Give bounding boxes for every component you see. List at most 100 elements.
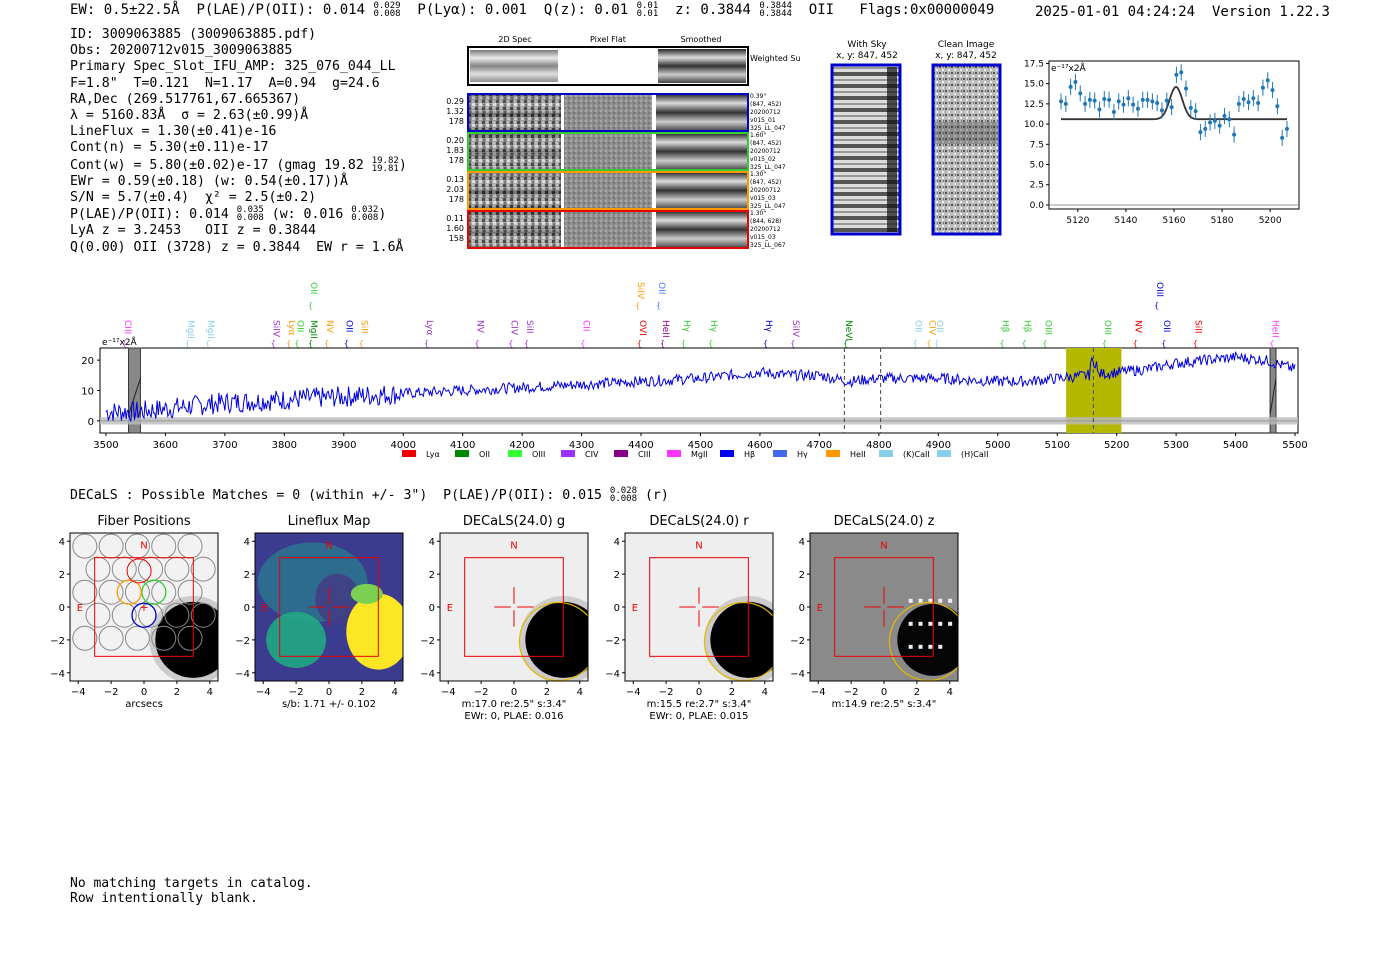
legend-swatch bbox=[561, 450, 575, 457]
zoom-data-point bbox=[1251, 96, 1256, 101]
fiber-circle bbox=[190, 556, 216, 582]
legend-label: HeII bbox=[850, 450, 866, 459]
line-marker-label: OVI bbox=[637, 320, 647, 336]
panel-ytick-label: 2 bbox=[59, 570, 65, 581]
line-marker-label: OII bbox=[344, 320, 354, 332]
zoom-data-point bbox=[1059, 99, 1064, 104]
zoom-xtick-label: 5120 bbox=[1066, 216, 1089, 226]
zoom-data-point bbox=[1208, 120, 1213, 125]
full-xtick-label: 4100 bbox=[450, 440, 475, 451]
panel-ytick-label: 2 bbox=[244, 570, 250, 581]
zoom-ytick-label: 10.0 bbox=[1024, 120, 1044, 130]
panel-ytick-label: −4 bbox=[50, 669, 65, 680]
zoom-data-point bbox=[1097, 107, 1102, 112]
line-marker-brace: { bbox=[294, 339, 299, 348]
header-summary: EW: 0.5±22.5Å P(LAE)/P(OII): 0.014 0.029… bbox=[70, 1, 995, 19]
panel-ytick-label: 4 bbox=[59, 537, 65, 548]
info-primary: Primary Spec_Slot_IFU_AMP: 325_076_044_L… bbox=[70, 59, 396, 75]
line-marker: SiII { bbox=[359, 320, 369, 348]
line-marker-brace: { bbox=[790, 339, 795, 348]
full-ytick-label: 10 bbox=[81, 387, 94, 398]
north-label: N bbox=[510, 541, 517, 552]
line-marker: Hγ { bbox=[681, 320, 691, 348]
search-box bbox=[94, 557, 194, 657]
info-contw: Cont(w) = 5.80(±0.02)e-17 (gmag 19.82 19… bbox=[70, 155, 407, 174]
zoom-model-curve bbox=[1061, 85, 1287, 121]
imaging-panel-z: DECaLS(24.0) z N E −4 −4 −2 −2 0 0 2 2 4 4 m:14.9 re:… bbox=[790, 514, 959, 710]
panel-ytick-label: 4 bbox=[614, 537, 620, 548]
zoom-data-point bbox=[1087, 97, 1092, 102]
line-marker: SiII { bbox=[1193, 320, 1203, 348]
zoom-data-point bbox=[1179, 70, 1184, 75]
cutout-right-label: (844, 628) bbox=[750, 218, 781, 225]
zoom-data-point bbox=[1135, 106, 1140, 111]
east-label: E bbox=[817, 603, 823, 614]
zoom-ytick-label: 0.0 bbox=[1030, 201, 1045, 211]
zoom-ytick-label: 15.0 bbox=[1024, 80, 1044, 90]
cutout-right-label: (847, 452) bbox=[750, 179, 781, 186]
panel-xtick-label: 2 bbox=[914, 687, 920, 698]
line-marker-label: Lyα bbox=[424, 320, 434, 336]
info-lambda: λ = 5160.83Å σ = 2.63(±0.99)Å bbox=[70, 108, 309, 124]
line-marker: Hβ { bbox=[1000, 320, 1010, 348]
line-marker-label: MgII bbox=[185, 320, 195, 339]
clean-image bbox=[931, 63, 1002, 236]
zoom-data-point bbox=[1193, 109, 1198, 114]
zoom-data-point bbox=[1184, 86, 1189, 91]
north-label: N bbox=[695, 541, 702, 552]
panel-xtick-label: −2 bbox=[104, 687, 119, 698]
col-label-smooth: Smoothed bbox=[681, 35, 722, 44]
line-marker-label: HeII bbox=[660, 320, 670, 338]
cutout-row-frame bbox=[467, 210, 749, 249]
line-marker: OII { bbox=[934, 320, 944, 348]
search-box bbox=[279, 557, 379, 657]
panel-xtick-label: 4 bbox=[392, 687, 398, 698]
search-box bbox=[834, 557, 934, 657]
weighted-sum-row: Weighted Sum bbox=[467, 46, 800, 86]
line-marker: NeVI{ bbox=[843, 320, 853, 348]
line-marker-brace: { bbox=[913, 339, 918, 348]
east-label: E bbox=[77, 603, 83, 614]
cutout-right-label: v015_01 bbox=[750, 117, 776, 124]
panel-xtick-label: 4 bbox=[577, 687, 583, 698]
line-marker-label: OIII bbox=[1102, 320, 1112, 335]
legend-label: MgII bbox=[691, 450, 708, 459]
full-units-label: e⁻¹⁷x2Å bbox=[102, 336, 138, 348]
line-marker-label: CII bbox=[580, 320, 590, 332]
zoom-data-point bbox=[1280, 135, 1285, 140]
panel-ytick-label: −4 bbox=[235, 669, 250, 680]
legend-swatch bbox=[773, 450, 787, 457]
line-marker-label: SiII bbox=[359, 320, 369, 334]
line-marker: Hγ { bbox=[708, 320, 718, 348]
line-marker-brace: { bbox=[635, 301, 640, 310]
panel-ytick-label: −4 bbox=[420, 669, 435, 680]
col-label-flat: Pixel Flat bbox=[590, 35, 626, 44]
cutout-left-label: 0.13 bbox=[446, 175, 464, 184]
col-label-2d: 2D Spec bbox=[498, 35, 531, 44]
panel-caption-2: EWr: 0, PLAE: 0.016 bbox=[464, 711, 563, 722]
cutout-right-label: 20200712 bbox=[750, 109, 781, 116]
flags-value: Flags:0x00000049 bbox=[859, 2, 995, 18]
panel-xtick-label: 0 bbox=[696, 687, 702, 698]
north-label: N bbox=[880, 541, 887, 552]
legend-entry: Hγ bbox=[773, 450, 808, 459]
line-marker-label: Hγ bbox=[681, 320, 691, 333]
zoom-xtick-label: 5200 bbox=[1259, 216, 1282, 226]
cutout-right-label: v015_03 bbox=[750, 234, 776, 241]
weighted-sum-label: Weighted Sum bbox=[750, 54, 800, 63]
legend-label: Lyα bbox=[426, 450, 440, 459]
zoom-data-point bbox=[1140, 97, 1145, 102]
cutout-left-label: 158 bbox=[449, 234, 464, 243]
cutout-right-label: 1.30" bbox=[750, 171, 766, 178]
cutout-left-label: 178 bbox=[449, 156, 464, 165]
imaging-panel-flux: Lineflux Map N E −4 −4 −2 −2 0 0 2 2 4 4 s/b: 1.71 +/… bbox=[235, 514, 404, 710]
line-marker: CII { bbox=[580, 320, 590, 348]
info-obs: Obs: 20200712v015_3009063885 bbox=[70, 43, 293, 59]
zoom-data-point bbox=[1159, 108, 1164, 113]
line-marker-brace: { bbox=[185, 339, 190, 348]
zoom-data-point bbox=[1232, 132, 1237, 137]
zoom-data-point bbox=[1169, 105, 1174, 110]
legend-swatch bbox=[667, 450, 681, 457]
zoom-data-point bbox=[1260, 85, 1265, 90]
